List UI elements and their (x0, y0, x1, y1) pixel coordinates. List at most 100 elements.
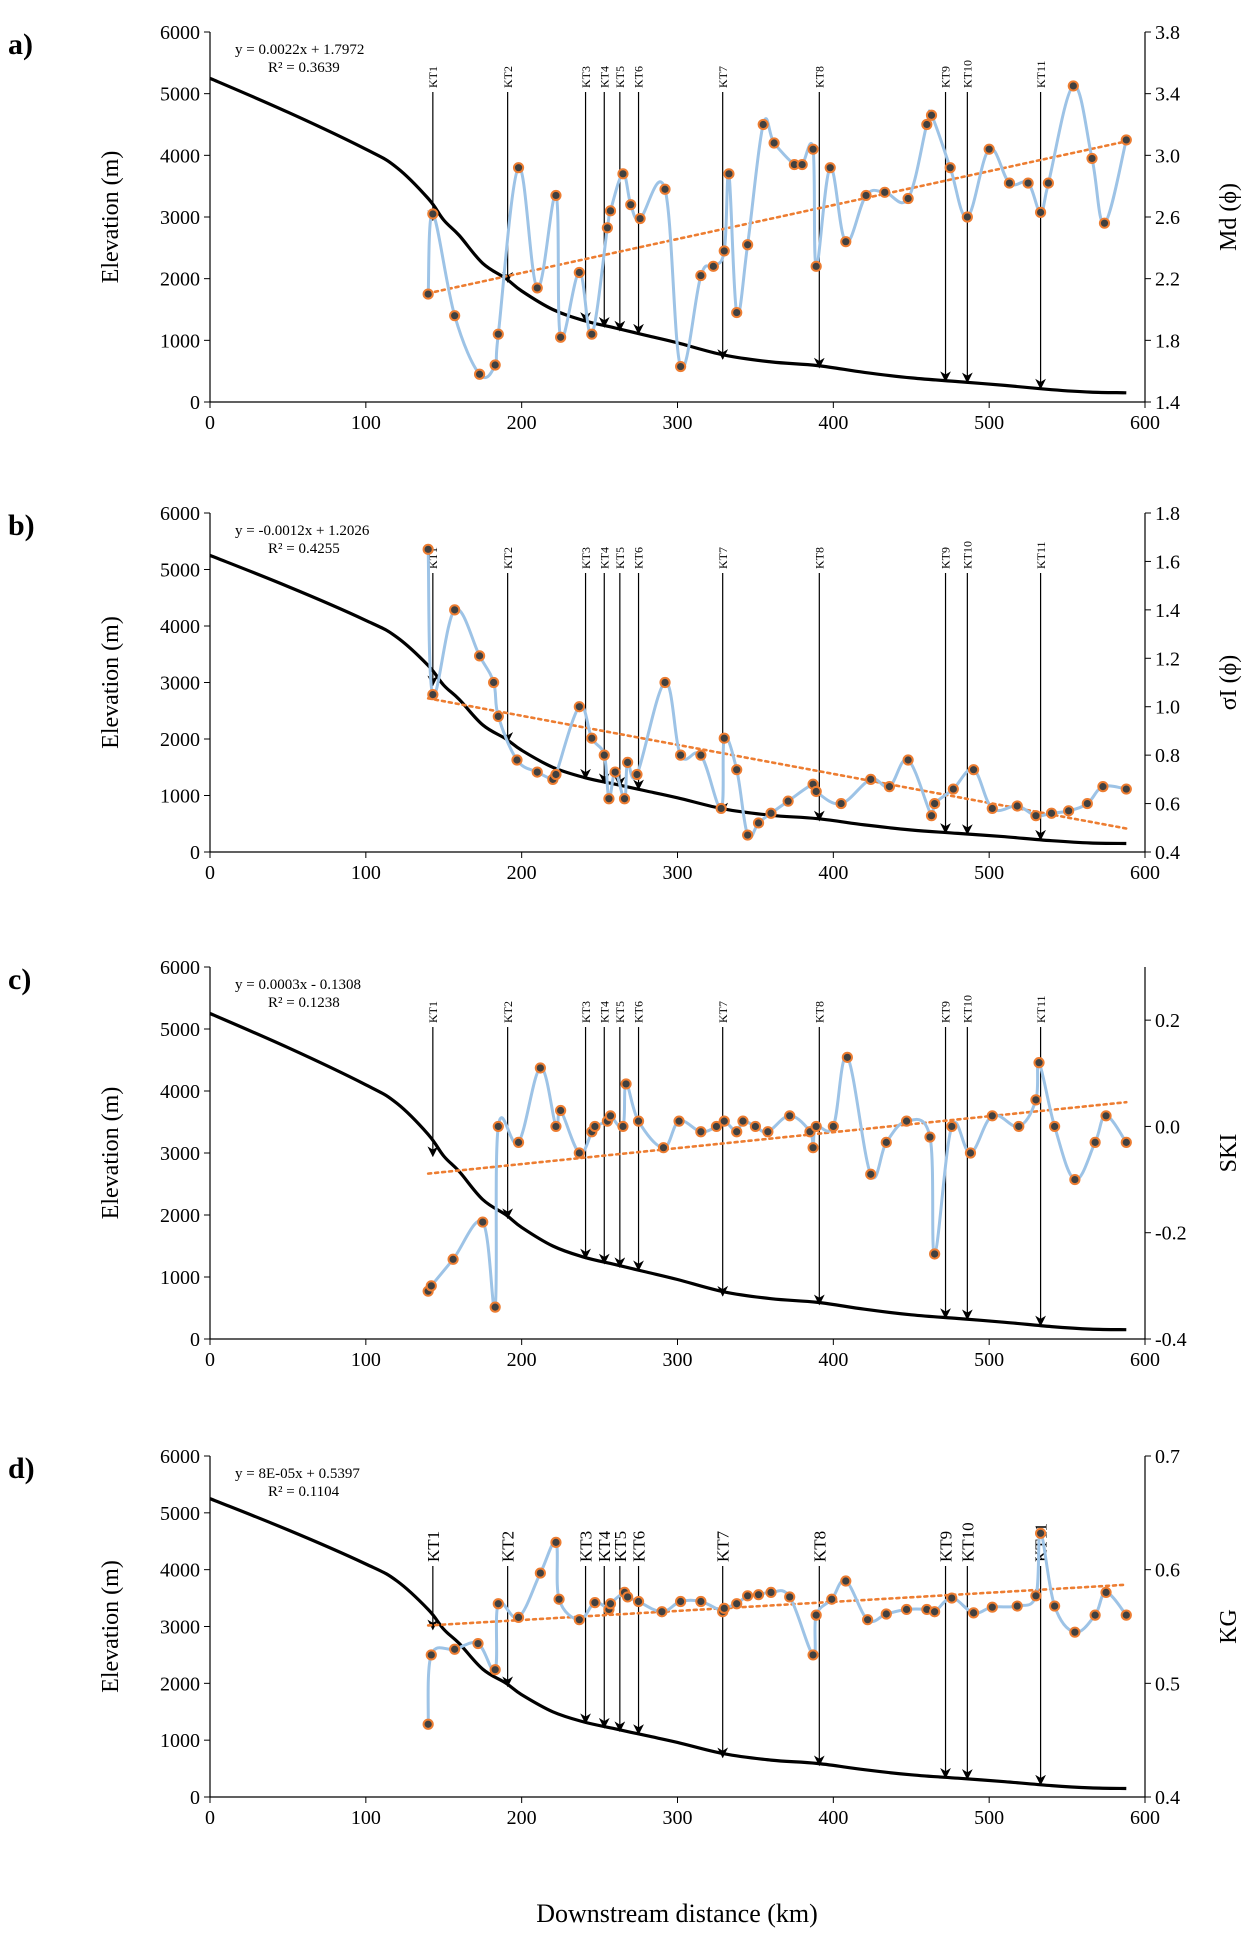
x-tick-label: 600 (1130, 412, 1160, 434)
data-point (673, 1115, 685, 1127)
data-point (1120, 1136, 1132, 1148)
data-point (1034, 1527, 1047, 1539)
y-left-tick-label: 4000 (160, 616, 200, 638)
data-point (807, 143, 819, 155)
data-point (840, 236, 852, 248)
station-label: KT6 (632, 547, 646, 569)
y-left-tick-label: 4000 (160, 145, 200, 167)
y-left-tick-label: 0 (190, 1787, 200, 1809)
data-point (449, 604, 461, 616)
data-point (492, 1120, 504, 1133)
data-point (710, 1120, 723, 1133)
data-point (675, 1595, 687, 1608)
data-point (634, 212, 646, 225)
station-label: KT2 (499, 1531, 518, 1562)
x-tick-label: 200 (507, 1807, 537, 1829)
y-left-axis-title: Elevation (m) (98, 151, 124, 284)
data-point (782, 795, 794, 807)
data-point (1098, 217, 1111, 229)
x-tick-label: 100 (351, 862, 381, 884)
station-label: KT1 (426, 66, 440, 88)
station-label: KT9 (939, 66, 953, 88)
y-left-tick-label: 0 (190, 1329, 200, 1351)
data-point (1011, 800, 1023, 812)
station-label: KT7 (716, 66, 730, 88)
y-left-axis-title: Elevation (m) (98, 1560, 124, 1693)
y-left-axis-title: Elevation (m) (98, 616, 124, 749)
station-label: KT7 (716, 1001, 730, 1023)
station-label: KT4 (597, 547, 611, 569)
chart-panel-3: c)0100020003000400050006000-0.4-0.20.00.… (8, 957, 1242, 1371)
data-point (742, 829, 754, 841)
data-point (1011, 1600, 1023, 1612)
x-tick-label: 100 (351, 1807, 381, 1829)
data-point (986, 1601, 998, 1613)
station-label: KT2 (501, 66, 515, 88)
station-label: KT6 (632, 1001, 646, 1023)
data-point (550, 768, 562, 781)
y-right-tick-label: 2.2 (1155, 269, 1180, 291)
data-point (807, 1142, 819, 1154)
data-point (827, 1120, 839, 1133)
regression-r2: R² = 0.1238 (268, 995, 340, 1011)
data-point (492, 1598, 504, 1610)
data-point (826, 1593, 838, 1605)
data-point (752, 1589, 765, 1601)
data-point (900, 1115, 913, 1127)
data-point (946, 1592, 958, 1604)
y-right-tick-label: 1.8 (1155, 330, 1180, 352)
data-point (925, 109, 938, 121)
y-left-tick-label: 0 (190, 392, 200, 414)
x-tick-label: 100 (351, 412, 381, 434)
data-point (447, 1253, 459, 1265)
station-label: KT5 (613, 66, 627, 88)
data-point (807, 1649, 819, 1661)
y-left-tick-label: 5000 (160, 1019, 200, 1041)
station-label: KT2 (501, 547, 515, 569)
y-right-tick-label: 0.6 (1155, 794, 1180, 816)
station-label: KT1 (424, 1531, 443, 1562)
trend-line (426, 1100, 1128, 1175)
data-point (695, 269, 707, 282)
data-point (902, 754, 914, 766)
data-point (880, 1136, 892, 1148)
station-label: KT6 (629, 1531, 648, 1562)
y-right-tick-label: 0.7 (1155, 1446, 1180, 1468)
data-point (1069, 1626, 1081, 1638)
data-point (1120, 134, 1132, 146)
y-right-tick-label: -0.4 (1155, 1329, 1187, 1351)
data-point (617, 1120, 629, 1133)
data-point (1067, 80, 1079, 92)
data-point (489, 359, 501, 371)
y-right-tick-label: 0.4 (1155, 1787, 1180, 1809)
y-right-tick-label: 1.2 (1155, 648, 1180, 670)
y-right-tick-label: 0.2 (1155, 1010, 1180, 1032)
station-label: KT9 (939, 547, 953, 569)
data-point (422, 543, 434, 555)
data-point (749, 1120, 762, 1133)
station-label: KT8 (813, 1001, 827, 1023)
data-point (659, 183, 671, 195)
data-point (449, 1643, 461, 1655)
data-point (961, 211, 973, 223)
x-tick-label: 100 (351, 1349, 381, 1371)
x-tick-label: 200 (507, 412, 537, 434)
y-left-tick-label: 5000 (160, 84, 200, 106)
series-line (426, 1531, 1128, 1725)
data-point (1069, 1173, 1081, 1186)
station-label: KT3 (579, 547, 593, 569)
station-label: KT3 (579, 66, 593, 88)
x-tick-label: 300 (663, 1349, 693, 1371)
data-point (609, 766, 621, 778)
x-tick-label: 300 (663, 412, 693, 434)
data-point (512, 1136, 525, 1148)
x-tick-label: 400 (818, 1349, 848, 1371)
data-point (944, 162, 956, 174)
x-tick-label: 500 (974, 1349, 1004, 1371)
data-point (659, 676, 671, 689)
data-point (531, 282, 543, 294)
y-right-axis-title: KG (1216, 1609, 1242, 1644)
station-label: KT3 (579, 1001, 593, 1023)
data-point (492, 710, 504, 723)
data-point (902, 192, 914, 205)
